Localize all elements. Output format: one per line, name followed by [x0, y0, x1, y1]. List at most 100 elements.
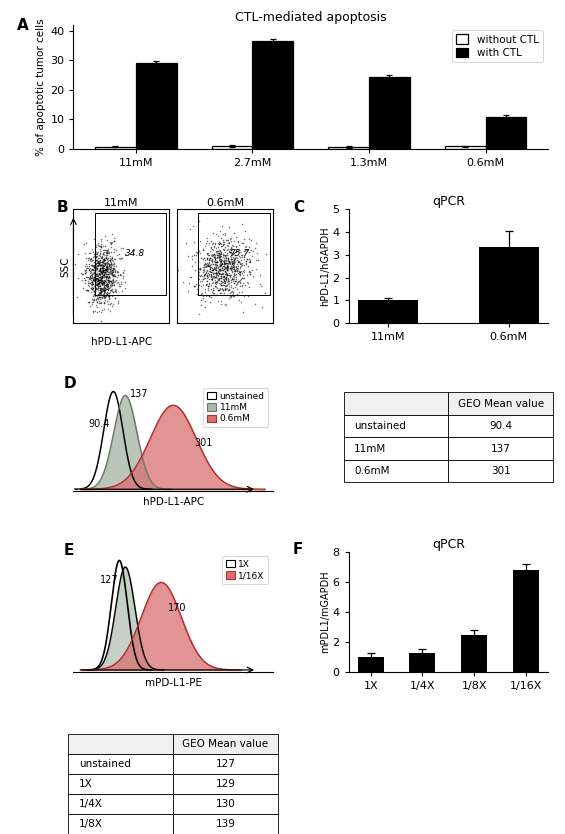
- Point: [107, 277, 116, 290]
- Point: [244, 280, 253, 294]
- Point: [92, 274, 101, 288]
- Point: [231, 264, 240, 278]
- Point: [93, 277, 102, 290]
- Point: [215, 252, 224, 265]
- Point: [110, 253, 119, 266]
- Point: [82, 258, 91, 271]
- Point: [99, 265, 108, 279]
- Point: [96, 285, 105, 299]
- Point: [208, 273, 217, 286]
- Point: [95, 283, 105, 296]
- Point: [207, 263, 216, 276]
- Point: [97, 264, 106, 278]
- Point: [195, 263, 205, 276]
- Point: [97, 306, 106, 319]
- Point: [95, 270, 104, 284]
- Point: [94, 291, 103, 304]
- Point: [102, 278, 111, 291]
- Point: [219, 272, 228, 285]
- Point: [101, 283, 110, 296]
- Point: [93, 291, 102, 304]
- Point: [100, 258, 109, 271]
- Point: [221, 265, 231, 279]
- Point: [226, 290, 235, 304]
- Point: [229, 257, 238, 270]
- Y-axis label: % of apoptotic tumor cells: % of apoptotic tumor cells: [36, 18, 46, 156]
- Point: [237, 279, 246, 293]
- Point: [229, 251, 238, 264]
- Point: [106, 236, 115, 249]
- Point: [90, 289, 99, 303]
- Point: [101, 264, 110, 277]
- Point: [91, 268, 100, 281]
- Point: [94, 276, 103, 289]
- Point: [205, 252, 214, 265]
- Point: [186, 270, 195, 284]
- Point: [234, 254, 243, 268]
- Point: [224, 252, 233, 265]
- Point: [214, 273, 223, 286]
- Point: [219, 287, 228, 300]
- Point: [220, 254, 229, 267]
- Point: [95, 278, 105, 291]
- Point: [100, 256, 109, 269]
- Point: [93, 271, 102, 284]
- Point: [220, 264, 229, 278]
- Point: [101, 249, 110, 262]
- Point: [107, 252, 116, 265]
- Point: [93, 277, 102, 290]
- Point: [233, 274, 242, 288]
- Point: [102, 289, 111, 303]
- Point: [88, 268, 97, 281]
- Point: [249, 269, 258, 283]
- Point: [91, 248, 100, 261]
- Point: [107, 269, 116, 282]
- Point: [255, 278, 264, 291]
- Point: [99, 277, 108, 290]
- Point: [216, 253, 225, 266]
- Point: [232, 288, 241, 301]
- Point: [103, 287, 112, 300]
- Point: [94, 274, 103, 287]
- Point: [245, 254, 254, 267]
- Text: A: A: [16, 18, 28, 33]
- Point: [102, 279, 111, 292]
- Point: [101, 239, 110, 253]
- Point: [208, 263, 218, 276]
- Point: [99, 286, 108, 299]
- Point: [227, 264, 236, 277]
- Point: [94, 290, 103, 304]
- Point: [227, 254, 236, 268]
- Point: [215, 256, 224, 269]
- Point: [98, 270, 107, 284]
- Point: [215, 248, 224, 261]
- Point: [103, 273, 112, 286]
- Point: [215, 259, 224, 273]
- Point: [240, 272, 249, 285]
- Point: [231, 279, 240, 292]
- Point: [102, 270, 111, 284]
- Point: [223, 249, 232, 262]
- Point: [243, 252, 252, 265]
- Point: [114, 294, 123, 308]
- Point: [106, 260, 115, 274]
- Point: [211, 246, 220, 259]
- Point: [89, 295, 98, 309]
- Point: [81, 284, 90, 297]
- Point: [98, 281, 107, 294]
- Point: [81, 265, 90, 279]
- Point: [225, 254, 234, 268]
- Point: [225, 254, 234, 268]
- Point: [102, 272, 111, 285]
- Point: [108, 269, 117, 283]
- Point: [197, 268, 206, 281]
- Point: [227, 274, 236, 287]
- Text: 170: 170: [168, 603, 186, 613]
- Point: [208, 267, 218, 280]
- Point: [119, 263, 128, 276]
- Point: [102, 255, 111, 269]
- Point: [242, 254, 251, 268]
- Point: [233, 235, 242, 249]
- Point: [201, 260, 210, 274]
- Point: [212, 255, 221, 269]
